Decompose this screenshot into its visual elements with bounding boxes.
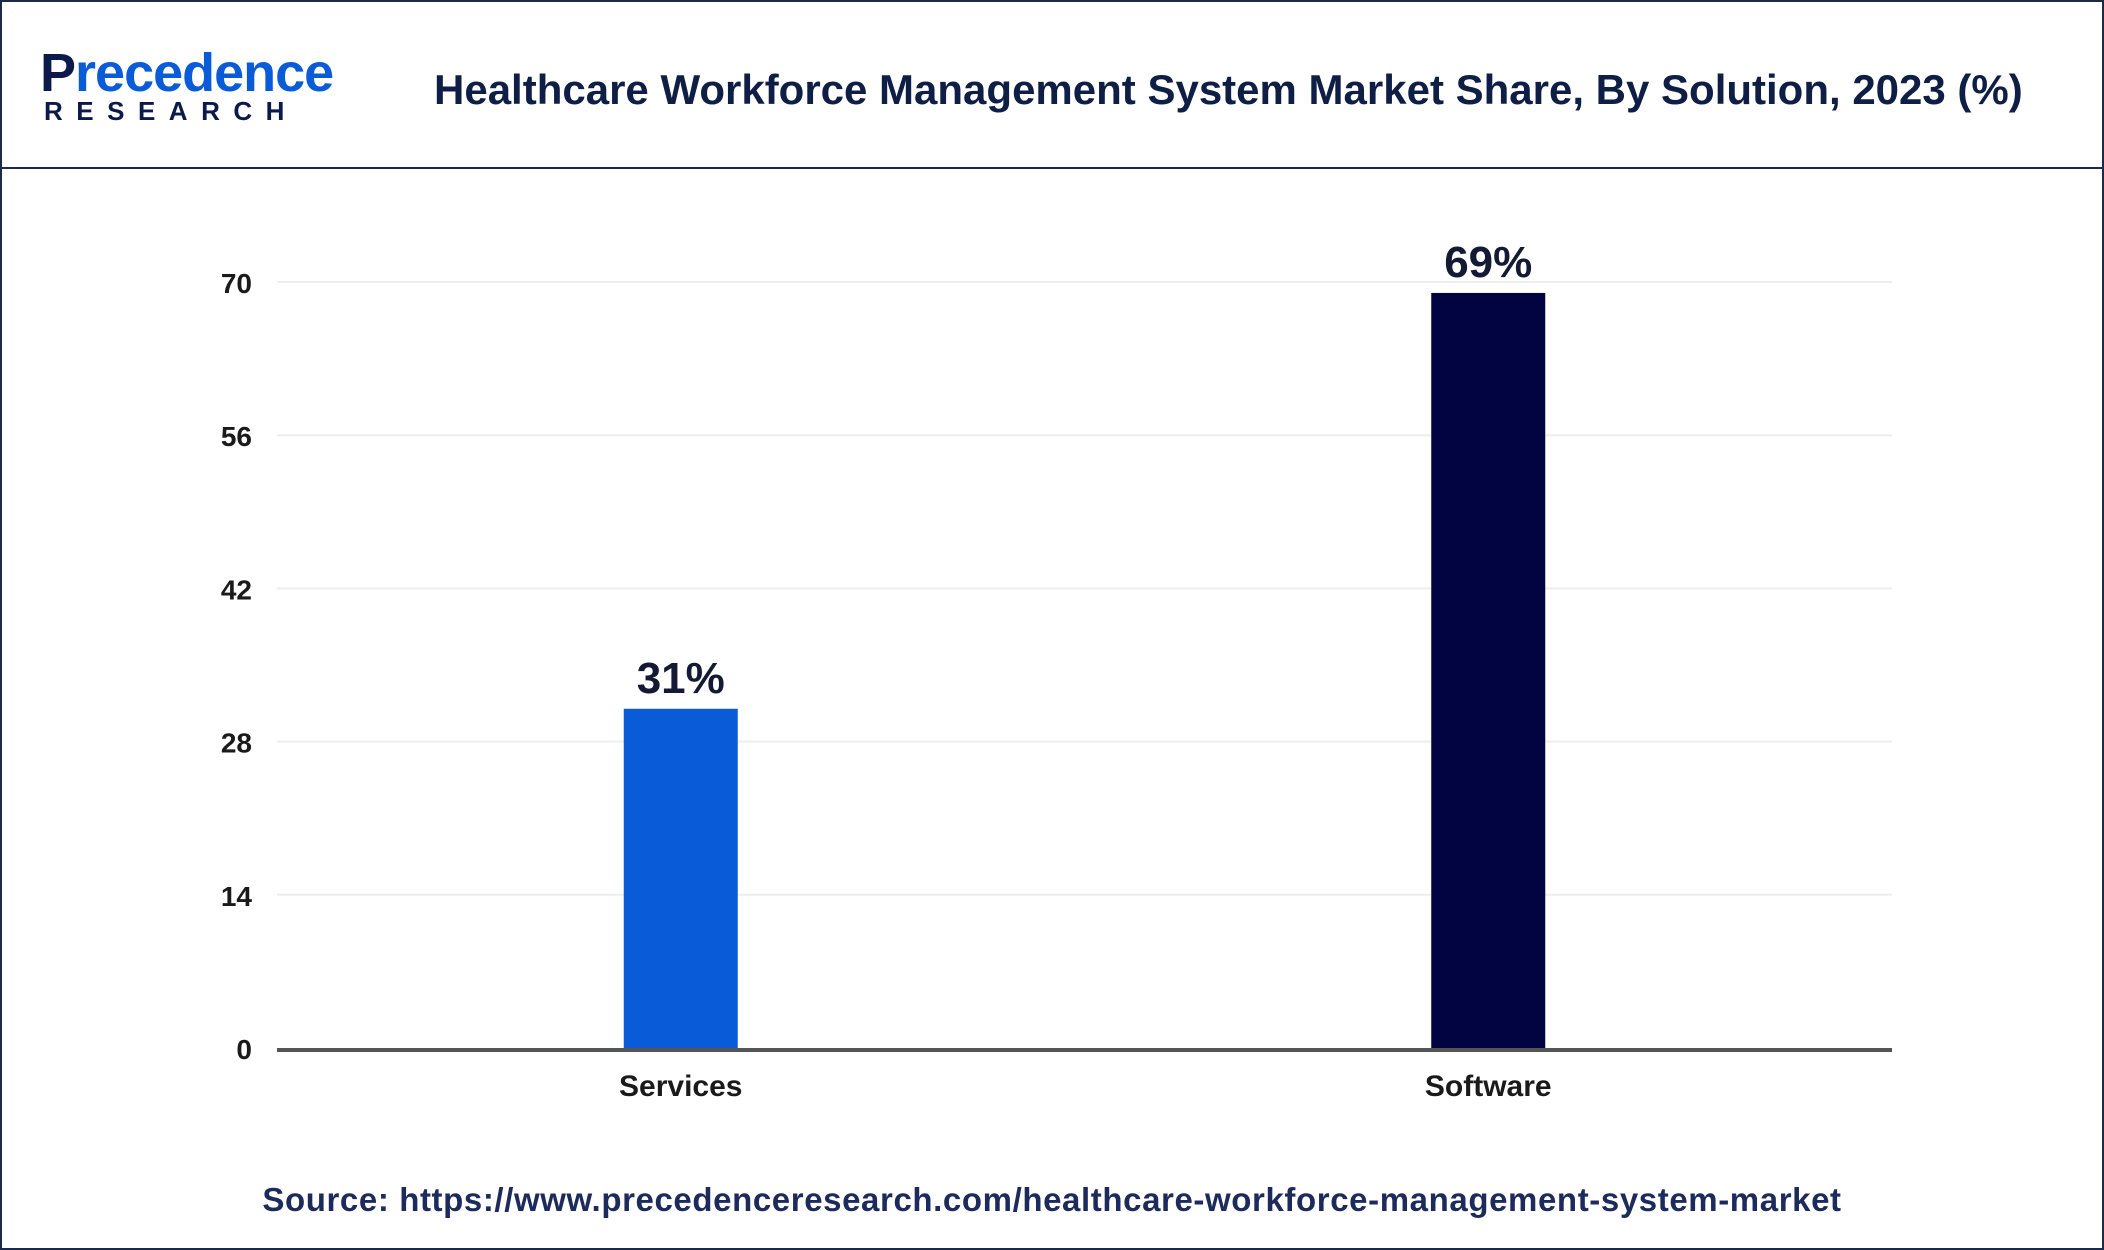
source-note: Source: https://www.precedenceresearch.c… xyxy=(262,1181,1842,1218)
x-tick-label-software: Software xyxy=(1425,1070,1552,1103)
gridlines xyxy=(277,281,1892,896)
x-axis-ticks: Services Software xyxy=(619,1070,1552,1103)
x-tick-label-services: Services xyxy=(619,1070,742,1103)
data-label-services: 31% xyxy=(637,654,725,703)
y-tick-label: 0 xyxy=(236,1034,252,1065)
y-tick-label: 42 xyxy=(221,574,252,605)
y-tick-label: 28 xyxy=(221,728,252,759)
header: Precedence RESEARCH Healthcare Workforce… xyxy=(2,2,2102,169)
data-label-software: 69% xyxy=(1444,238,1532,287)
bar-software xyxy=(1431,292,1546,1048)
logo-initial: P xyxy=(40,43,76,103)
y-tick-label: 14 xyxy=(221,881,253,912)
bar-services xyxy=(623,708,738,1048)
data-labels: 31% 69% xyxy=(637,238,1533,703)
y-tick-label: 70 xyxy=(221,268,252,299)
bars xyxy=(623,292,1546,1048)
logo-rest: recedence xyxy=(75,43,334,103)
logo-subtitle: RESEARCH xyxy=(44,96,298,126)
brand-logo: Precedence RESEARCH xyxy=(40,38,334,128)
chart-title: Healthcare Workforce Management System M… xyxy=(434,66,2023,113)
logo-wordmark: Precedence xyxy=(40,38,334,108)
y-tick-label: 56 xyxy=(221,421,252,452)
bar-chart: 0 14 28 42 56 70 31% 69% Services Software xyxy=(221,238,1892,1103)
y-axis-ticks: 0 14 28 42 56 70 xyxy=(221,268,253,1065)
